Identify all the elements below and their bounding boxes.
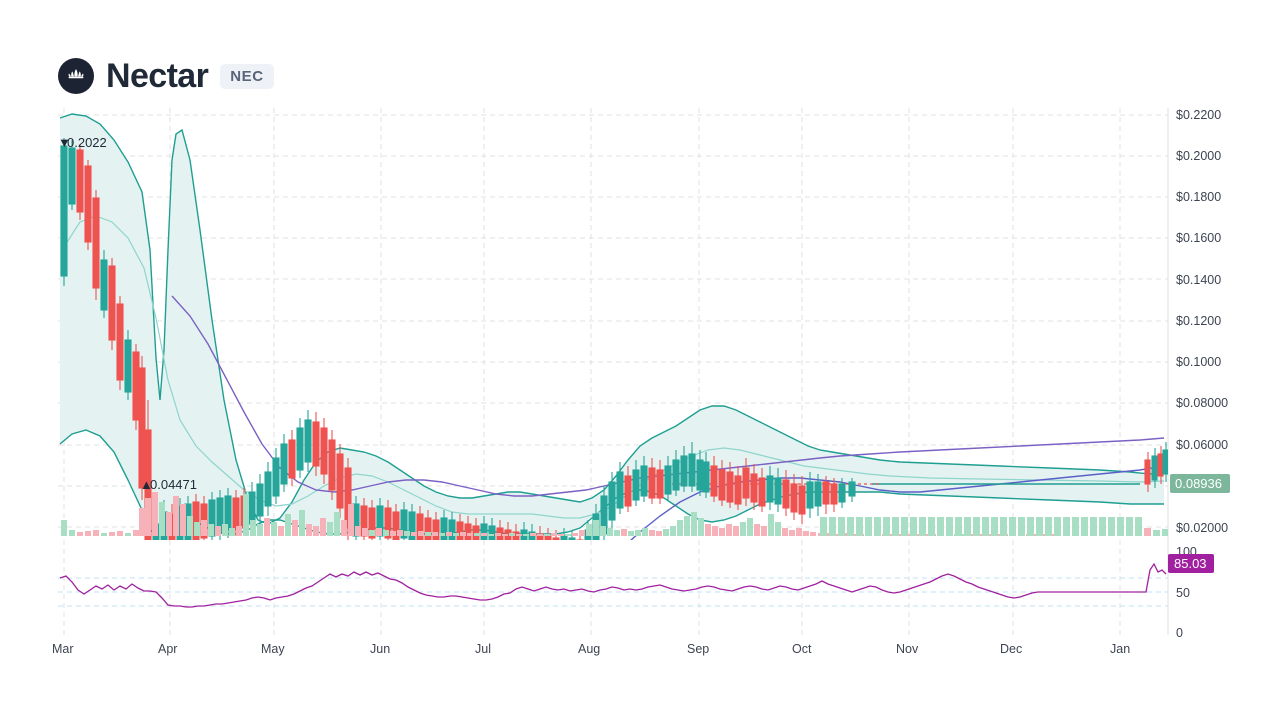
bollinger-middle-line [61,215,1165,519]
rsi-line [59,562,1167,608]
high-marker-glyph: ▼ [58,135,71,150]
rsi-tick-label: 50 [1176,586,1190,600]
price-tick-label: $0.2200 [1176,108,1221,122]
price-tick-label: $0.02000 [1176,521,1228,535]
price-tick-label: $0.2000 [1176,149,1221,163]
rsi-tick-label: 0 [1176,626,1183,640]
month-axis-labels: Mar Apr May Jun Jul Aug Sep Oct Nov Dec … [52,642,1130,656]
price-panel [59,113,1168,540]
price-chart-container[interactable]: $0.2200 $0.2000 $0.1800 $0.1600 $0.1400 … [0,100,1280,670]
month-tick-label: Dec [1000,642,1022,656]
month-tick-label: Jun [370,642,390,656]
month-tick-label: Sep [687,642,709,656]
price-tick-label: $0.1800 [1176,190,1221,204]
high-marker-label: 0.2022 [67,135,107,150]
price-tick-label: $0.1600 [1176,231,1221,245]
month-tick-label: Jul [475,642,491,656]
period-high-marker: ▼ 0.2022 [58,135,107,150]
volume-bars [61,492,1168,536]
price-tick-label: $0.06000 [1176,438,1228,452]
low-marker-glyph: ▲ [140,477,153,492]
price-tick-label: $0.08000 [1176,396,1228,410]
rsi-panel [58,562,1168,608]
coin-header: Nectar NEC [58,58,274,94]
current-price-badge: 0.08936 [1170,474,1230,493]
candlestick-series [60,138,1168,540]
rsi-current-badge: 85.03 [1168,554,1214,573]
nectar-lotus-icon [58,58,94,94]
price-tick-label: $0.1400 [1176,273,1221,287]
month-tick-label: Mar [52,642,74,656]
price-tick-label: $0.1000 [1176,355,1221,369]
low-marker-label: 0.04471 [150,477,197,492]
month-tick-label: Apr [158,642,177,656]
bollinger-upper-line [59,113,1165,525]
month-tick-label: Jan [1110,642,1130,656]
month-tick-label: May [261,642,285,656]
month-tick-label: Nov [896,642,919,656]
current-price-badge-label: 0.08936 [1175,476,1222,491]
ma-line-slow [171,295,1165,497]
page-title: Nectar [106,57,209,95]
month-tick-label: Aug [578,642,600,656]
period-low-marker: ▲ 0.04471 [140,477,197,492]
price-tick-label: $0.1200 [1176,314,1221,328]
chart-canvas[interactable]: $0.2200 $0.2000 $0.1800 $0.1600 $0.1400 … [0,100,1280,670]
ticker-badge: NEC [220,63,274,89]
rsi-guide-lines [58,577,1168,607]
bollinger-band-fill [60,114,1164,534]
rsi-badge-label: 85.03 [1174,556,1207,571]
month-tick-label: Oct [792,642,812,656]
price-axis-labels: $0.2200 $0.2000 $0.1800 $0.1600 $0.1400 … [1176,108,1228,535]
ma-line-fast [630,465,1165,540]
